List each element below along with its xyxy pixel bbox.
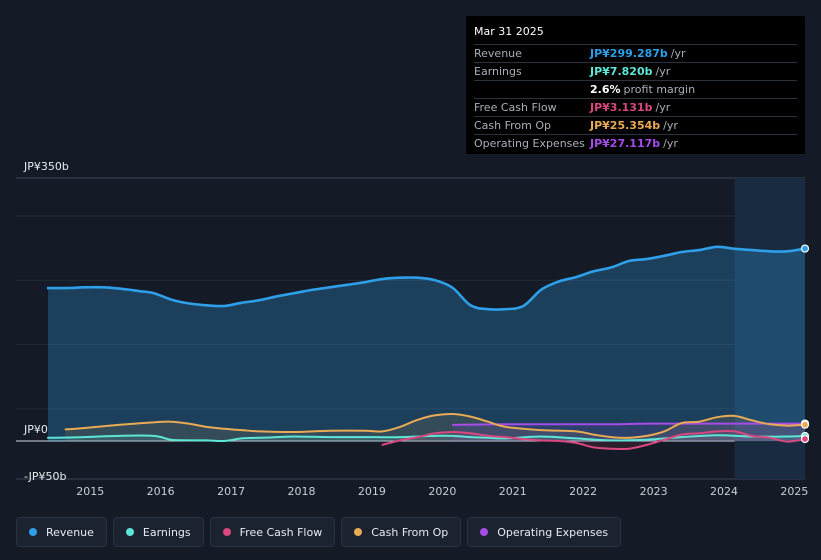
tooltip-row-profit-margin: 2.6% profit margin [474, 80, 797, 98]
tooltip-unit: /yr [663, 119, 678, 132]
tooltip-row-free-cash-flow: Free Cash Flow JP¥3.131b /yr [474, 98, 797, 116]
free-cash-flow-end-marker [800, 434, 810, 444]
tooltip-value: JP¥25.354b [590, 119, 661, 132]
tooltip-label: Free Cash Flow [474, 101, 557, 114]
tooltip-row-operating-expenses: Operating Expenses JP¥27.117b /yr [474, 134, 797, 152]
revenue-area [48, 246, 805, 441]
x-axis-label: 2022 [569, 485, 597, 498]
legend-item-earnings[interactable]: Earnings [112, 517, 204, 547]
tooltip-label: Operating Expenses [474, 137, 585, 150]
cash-from-op-end-marker [800, 420, 810, 429]
free-cash-flow-line [381, 429, 806, 451]
operating-expenses-dot-icon [480, 528, 489, 536]
x-axis-label: 2015 [76, 485, 104, 498]
free-cash-flow-dot-icon [222, 528, 231, 536]
legend-item-cash-from-op[interactable]: Cash From Op [341, 517, 462, 547]
y-axis-labels: JP¥350b JP¥0 -JP¥50b [23, 160, 69, 483]
y-axis-label: -JP¥50b [24, 470, 66, 483]
y-axis-label: JP¥350b [23, 160, 69, 173]
x-axis-labels: 2015 2016 2017 2018 2019 2020 2021 2022 2023 2024… [76, 485, 808, 498]
tooltip-row-earnings: Earnings JP¥7.820b /yr [474, 62, 797, 80]
tooltip-value: JP¥3.131b [590, 101, 653, 114]
x-axis-label: 2023 [640, 485, 668, 498]
tooltip-date: Mar 31 2025 [474, 25, 544, 38]
tooltip-value: JP¥27.117b [590, 137, 661, 150]
tooltip-label: Revenue [474, 47, 522, 60]
chart-legend: Revenue Earnings Free Cash Flow Cash Fro… [16, 517, 622, 547]
earnings-dot-icon [125, 528, 134, 536]
tooltip-label: Earnings [474, 65, 522, 78]
grid-lines [16, 177, 805, 480]
tooltip-unit: /yr [655, 65, 671, 78]
tooltip-unit: profit margin [623, 83, 696, 96]
x-axis-label: 2018 [288, 485, 316, 498]
series-lines [46, 245, 807, 451]
legend-item-revenue[interactable]: Revenue [16, 517, 107, 547]
cash-from-op-area [65, 413, 806, 441]
legend-item-free-cash-flow[interactable]: Free Cash Flow [209, 517, 336, 547]
x-axis-label: 2020 [428, 485, 456, 498]
legend-label: Operating Expenses [497, 525, 609, 539]
area-fills [48, 246, 806, 450]
tooltip-unit: /yr [670, 47, 686, 60]
legend-label: Revenue [46, 525, 94, 539]
x-axis-label: 2017 [217, 485, 245, 498]
cash-from-op-line [64, 412, 806, 439]
tooltip-value: JP¥299.287b [590, 47, 668, 60]
tooltip-unit: /yr [655, 101, 671, 114]
revenue-line [46, 245, 807, 311]
tooltip-value: 2.6% [590, 83, 621, 96]
tooltip-label [474, 81, 590, 98]
x-axis-label: 2019 [358, 485, 386, 498]
revenue-dot-icon [29, 528, 37, 536]
recent-period-highlight [734, 178, 805, 479]
tooltip-label: Cash From Op [474, 119, 552, 132]
legend-label: Cash From Op [371, 525, 449, 539]
x-axis-label: 2021 [499, 485, 527, 498]
series-end-markers [800, 244, 810, 444]
legend-label: Free Cash Flow [239, 525, 323, 539]
tooltip-row-cash-from-op: Cash From Op JP¥25.354b /yr [474, 116, 797, 134]
tooltip-row-revenue: Revenue JP¥299.287b /yr [474, 44, 797, 62]
legend-item-operating-expenses[interactable]: Operating Expenses [467, 517, 622, 547]
x-axis-label: 2016 [147, 485, 175, 498]
x-axis-label: 2025 [780, 485, 808, 498]
y-axis-label: JP¥0 [23, 423, 48, 436]
tooltip-value: JP¥7.820b [590, 65, 653, 78]
cash-from-op-dot-icon [354, 528, 363, 536]
data-tooltip: Mar 31 2025 Revenue JP¥299.287b /yr Earn… [466, 16, 805, 154]
x-axis-label: 2024 [710, 485, 738, 498]
revenue-end-marker [800, 244, 810, 253]
legend-label: Earnings [142, 525, 191, 539]
earnings-line [47, 434, 806, 443]
tooltip-unit: /yr [663, 137, 678, 150]
